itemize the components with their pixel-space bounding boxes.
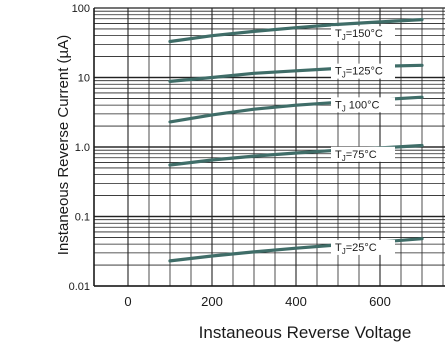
series-label: TJ 100°C [335,99,380,113]
x-axis-label: Instaneous Reverse Voltage [199,323,412,342]
y-tick-label: 0.1 [75,212,90,224]
series-label-background [331,97,395,113]
series-label: TJ=25°C [335,242,377,256]
series-label-background [331,146,395,162]
series-label: TJ=150°C [335,28,383,42]
y-axis-label: Instaneous Reverse Current (µA) [55,35,72,255]
x-tick-label: 600 [369,294,391,309]
series-line [168,18,424,44]
series-label-background [331,63,395,79]
x-tick-label: 0 [124,294,131,309]
y-axis-ticks: 0.01 0.1 1.0 10 100 [69,3,90,293]
x-tick-label: 200 [201,294,223,309]
y-tick-label: 0.01 [69,281,90,293]
y-tick-label: 10 [78,73,90,85]
y-tick-label: 1.0 [75,142,90,154]
series-label-background [331,239,395,255]
series-label: TJ=75°C [335,149,377,163]
y-tick-label: 100 [72,3,90,15]
series-label-background [331,26,395,42]
series-label: TJ=125°C [335,66,383,80]
x-axis-ticks: 0 200 400 600 [124,294,390,309]
series-labels: TJ=150°C TJ=125°C TJ 100°C TJ=75°C TJ=25°C [331,26,395,256]
x-tick-label: 400 [285,294,307,309]
